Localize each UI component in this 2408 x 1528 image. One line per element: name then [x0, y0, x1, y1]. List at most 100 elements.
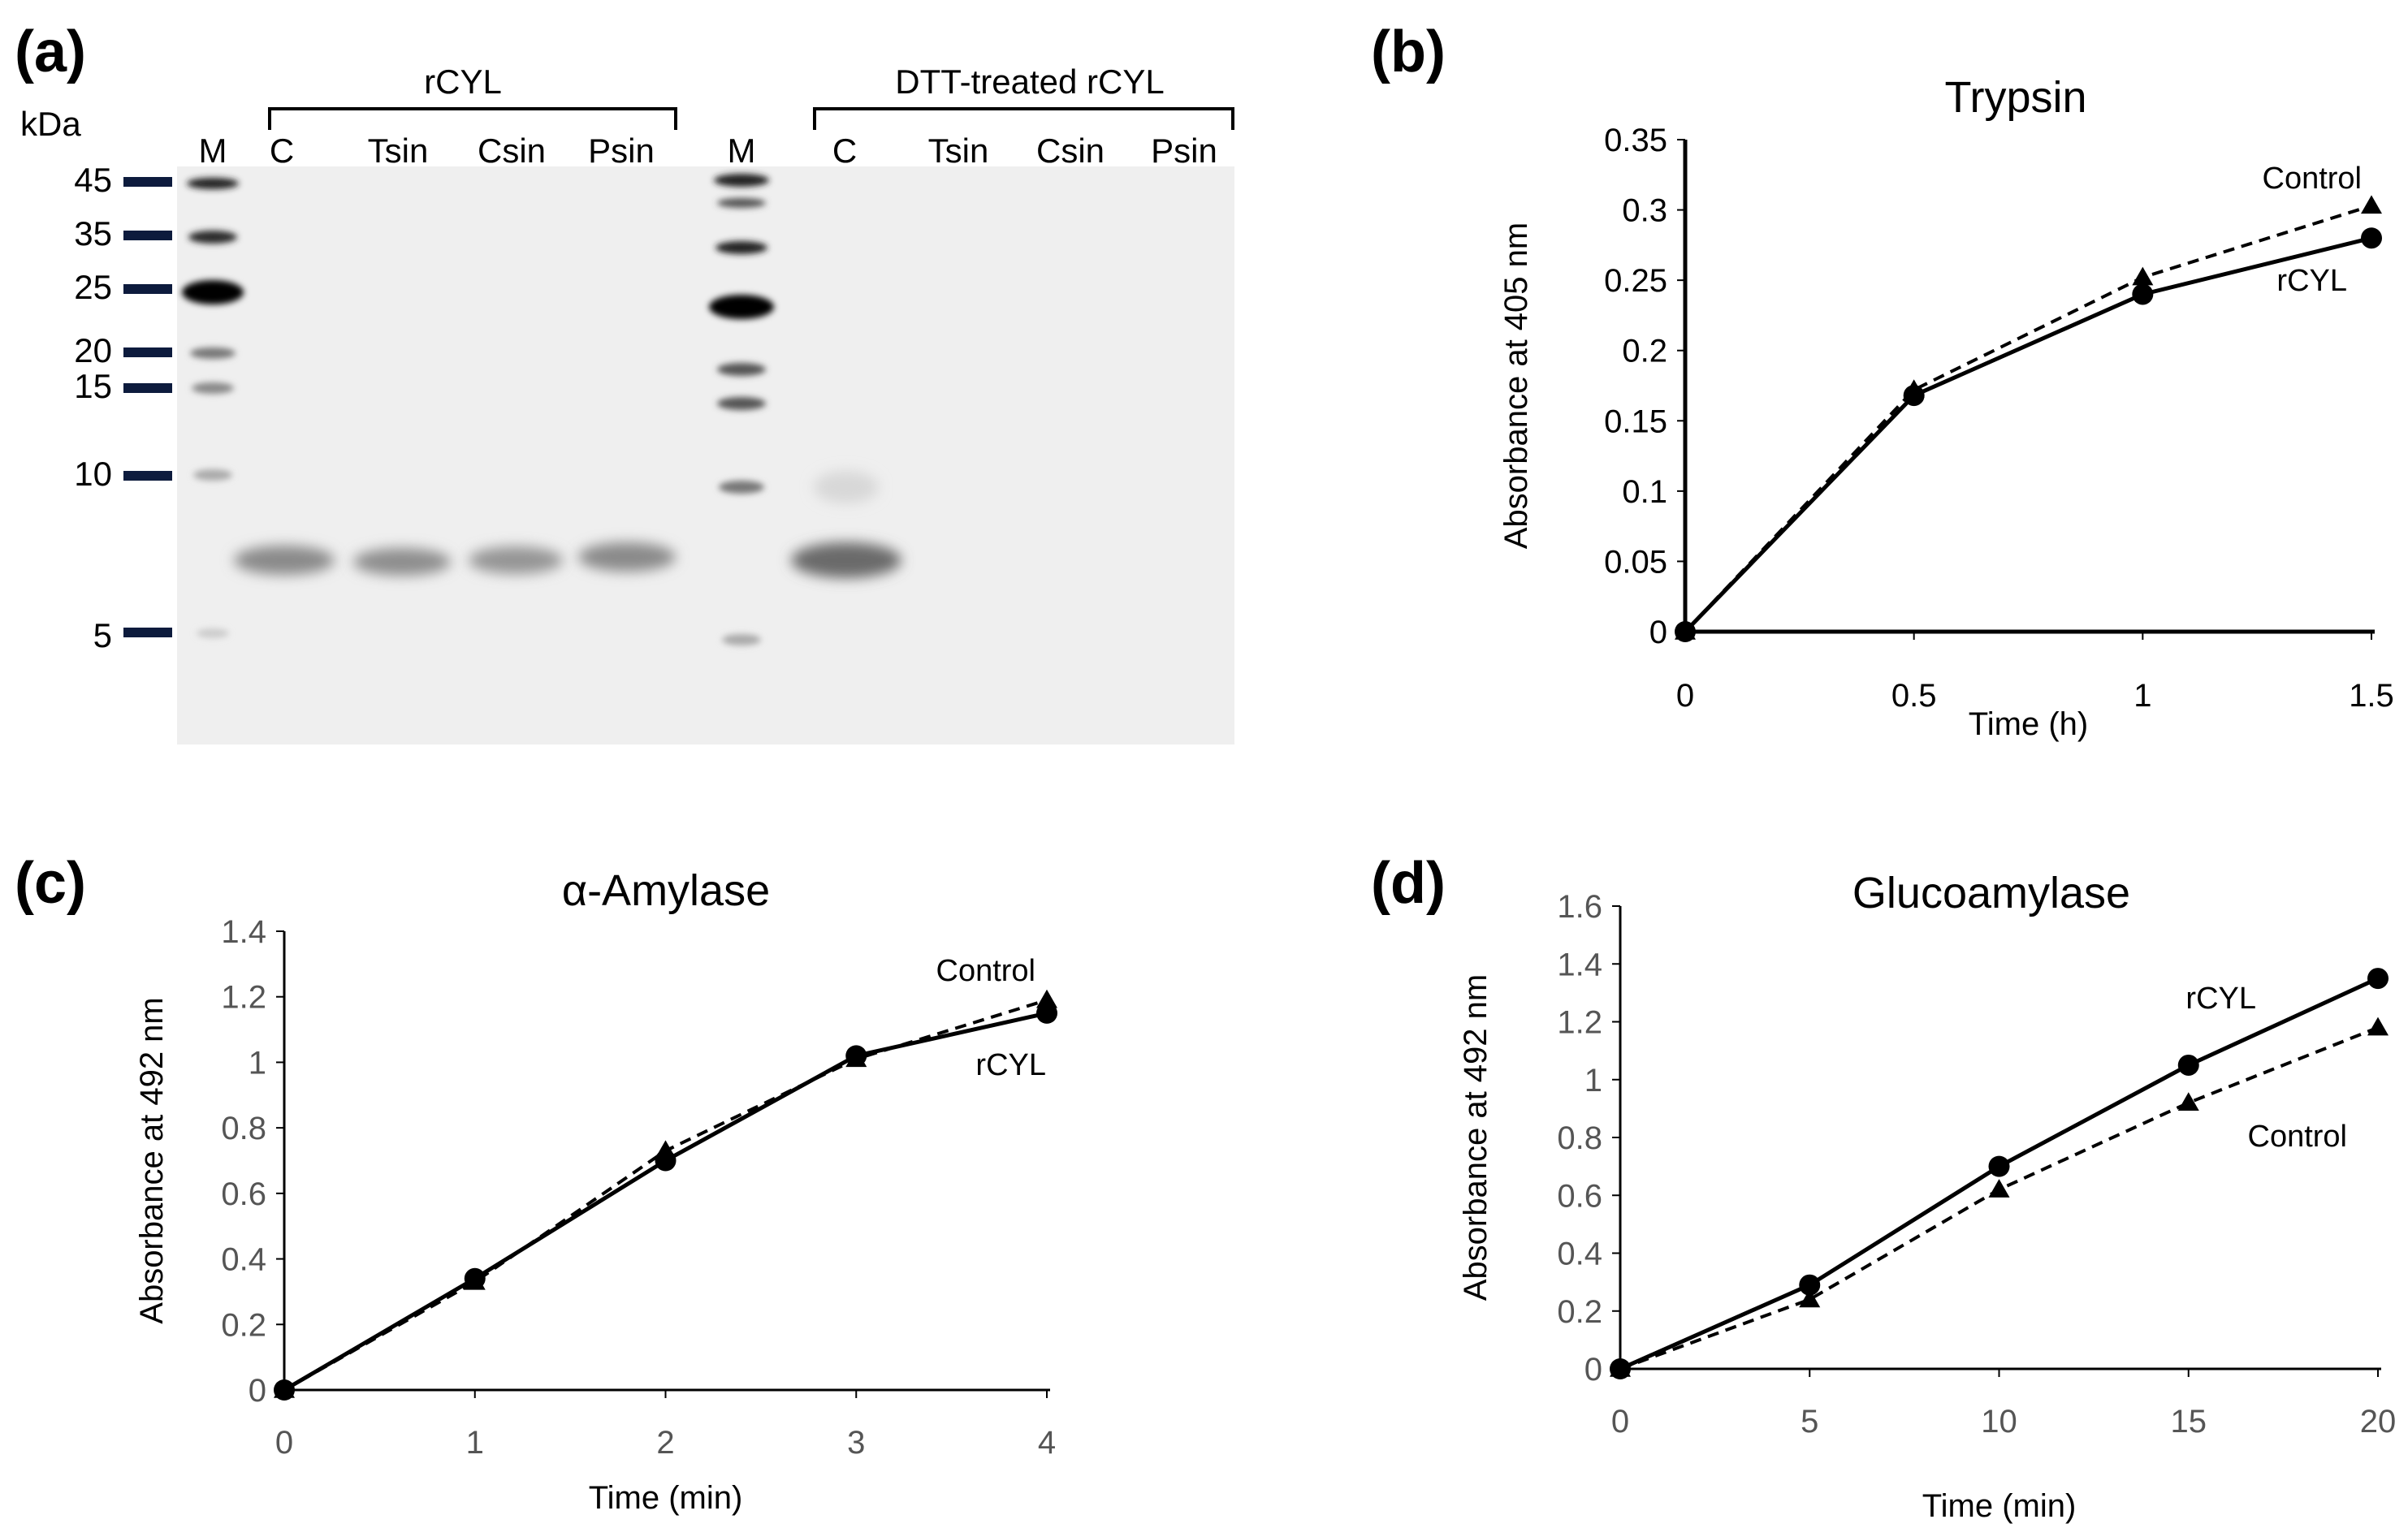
series-line-control	[283, 998, 1048, 1392]
gel-band	[353, 548, 451, 576]
lane-label: Psin	[1151, 132, 1217, 170]
kda-marker-tick	[123, 383, 172, 393]
marker-lane-1	[182, 178, 244, 638]
y-tick-label: 1.4	[221, 914, 266, 950]
group-label-dtt: DTT-treated rCYL	[895, 63, 1164, 101]
gel-band	[709, 295, 774, 319]
gel-panel: (a) kDa rCYL DTT-treated rCYL M C Tsin C…	[15, 19, 1234, 745]
kda-marker-label: 20	[74, 331, 112, 369]
data-point-rcyl	[1675, 621, 1696, 642]
y-tick-label: 1.2	[221, 980, 266, 1016]
data-point-control	[2177, 1092, 2199, 1111]
data-point-rcyl	[1610, 1358, 1631, 1379]
y-tick-label: 0.4	[1557, 1237, 1602, 1272]
kda-marker-label: 10	[74, 455, 112, 493]
kda-marker-tick	[123, 628, 172, 637]
x-tick-label: 20	[2360, 1404, 2397, 1440]
kda-marker-label: 25	[74, 268, 112, 306]
panel-letter-a: (a)	[15, 19, 86, 84]
data-point-rcyl	[655, 1150, 677, 1172]
data-point-rcyl	[2177, 1054, 2199, 1076]
y-tick-label: 1	[1584, 1063, 1602, 1099]
data-point-rcyl	[2367, 968, 2389, 990]
chart-title: Trypsin	[1944, 73, 2086, 122]
kda-marker-tick	[123, 471, 172, 481]
y-tick-label: 0.8	[1557, 1120, 1602, 1156]
series-label-rcyl: rCYL	[975, 1048, 1046, 1082]
gel-band	[187, 178, 239, 189]
y-axis-label: Absorbance at 492 nm	[1458, 974, 1494, 1301]
marker-lane-2	[709, 174, 774, 645]
y-axis-label: Absorbance at 492 nm	[134, 997, 170, 1323]
group-label-rcyl: rCYL	[424, 63, 502, 101]
data-point-rcyl	[1903, 385, 1925, 407]
x-tick-label: 10	[1981, 1404, 2017, 1440]
lane-label: C	[832, 132, 857, 170]
series-line-rcyl	[1684, 235, 2372, 633]
x-tick-label: 3	[847, 1425, 865, 1461]
kda-marker-tick	[123, 347, 172, 357]
data-point-control	[1799, 1288, 1821, 1308]
kda-unit-label: kDa	[20, 105, 81, 143]
y-tick-label: 0.15	[1604, 404, 1667, 439]
x-tick-label: 1	[466, 1425, 484, 1461]
lane-label: Tsin	[928, 132, 989, 170]
lane-label: M	[728, 132, 756, 170]
chart-alpha-amylase: (c) α-Amylase 0 0.2 0.4 0.6 0.8 1 1.2 1.4 0 1 2 3 4 Ti…	[15, 851, 1057, 1516]
data-point-control	[2361, 195, 2382, 214]
bracket-rcyl	[268, 107, 677, 130]
x-tick-label: 4	[1038, 1425, 1056, 1461]
lane-label: M	[199, 132, 227, 170]
bracket-dtt	[813, 107, 1234, 130]
kda-marker-tick	[123, 177, 172, 187]
y-tick-label: 0.35	[1604, 123, 1667, 158]
kda-markers: 45 35 25 20 15 10 5	[74, 161, 172, 654]
y-tick-label: 0.1	[1622, 474, 1667, 510]
x-axis-label: Time (min)	[589, 1480, 743, 1516]
gel-band	[182, 280, 244, 304]
chart-trypsin: (b) Trypsin 0 0.05 0.1 0.15 0.2 0.25 0.3 0.35 0 0.…	[1371, 19, 2394, 742]
gel-band	[717, 397, 766, 410]
y-tick-label: 1.6	[1557, 889, 1602, 925]
y-tick-label: 0.8	[221, 1111, 266, 1146]
panel-letter-c: (c)	[15, 851, 86, 916]
chart-glucoamylase: (d) Glucoamylase 0 0.2 0.4 0.6 0.8 1 1.2 1.4 1.6 0…	[1371, 851, 2396, 1524]
x-tick-label: 1.5	[2349, 678, 2394, 714]
data-point-control	[1988, 1179, 2010, 1198]
y-tick-label: 0.25	[1604, 263, 1667, 299]
lane-label: Tsin	[368, 132, 429, 170]
y-tick-label: 1.2	[1557, 1005, 1602, 1041]
gel-band	[192, 382, 234, 394]
data-point-control	[2367, 1017, 2389, 1036]
x-tick-label: 2	[656, 1425, 674, 1461]
data-point-rcyl	[1988, 1155, 2010, 1177]
x-tick-label: 0	[275, 1425, 293, 1461]
lane-label: Psin	[588, 132, 655, 170]
panel-letter-d: (d)	[1371, 851, 1446, 916]
gel-band	[814, 471, 879, 503]
gel-band	[714, 174, 769, 187]
data-point-rcyl	[274, 1379, 295, 1401]
y-tick-label: 0.2	[1622, 334, 1667, 369]
series-label-rcyl: rCYL	[2276, 264, 2347, 298]
y-tick-label: 0	[1649, 615, 1667, 650]
series-label-control: Control	[2263, 162, 2363, 196]
x-axis-label: Time (h)	[1969, 706, 2088, 742]
kda-marker-tick	[123, 284, 172, 294]
x-axis-label: Time (min)	[1922, 1488, 2077, 1524]
kda-marker-label: 5	[93, 616, 112, 654]
gel-band	[717, 363, 766, 376]
lane-label: Csin	[478, 132, 546, 170]
series-line-rcyl	[283, 1011, 1048, 1392]
panel-letter-b: (b)	[1371, 19, 1446, 84]
gel-band	[190, 347, 236, 359]
data-point-rcyl	[1799, 1274, 1821, 1296]
lane-labels: M C Tsin Csin Psin M C Tsin Csin Psin	[199, 132, 1217, 170]
y-tick-label: 1	[249, 1045, 266, 1081]
series-label-control: Control	[2248, 1120, 2348, 1154]
data-point-rcyl	[1036, 1002, 1057, 1024]
gel-band	[188, 231, 237, 244]
gel-band	[197, 628, 229, 638]
gel-band	[719, 481, 764, 494]
